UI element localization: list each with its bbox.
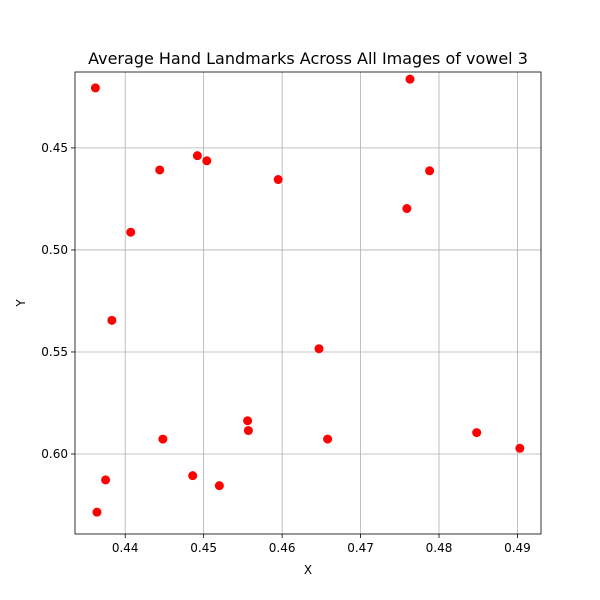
y-tick-label: 0.45	[41, 141, 68, 155]
data-point	[155, 165, 165, 175]
x-tick-label: 0.48	[426, 541, 453, 555]
data-point	[273, 175, 283, 185]
chart-title: Average Hand Landmarks Across All Images…	[88, 49, 528, 68]
x-tick-label: 0.47	[347, 541, 374, 555]
x-tick-label: 0.49	[504, 541, 531, 555]
data-point	[202, 156, 212, 166]
data-point	[405, 74, 415, 84]
data-point	[188, 471, 198, 481]
ticks-layer: 0.44 0.45 0.46 0.47 0.48 0.49 0.45 0.50 0.55 0.60	[41, 141, 531, 555]
data-point	[402, 204, 412, 214]
data-point	[243, 416, 253, 426]
data-point	[126, 227, 136, 237]
data-point	[158, 434, 168, 444]
data-point	[425, 166, 435, 176]
data-point	[515, 443, 525, 453]
data-point	[90, 83, 100, 93]
x-tick-label: 0.46	[269, 541, 296, 555]
axes-frame	[74, 71, 542, 535]
data-point	[314, 344, 324, 354]
y-axis-label: Y	[14, 299, 28, 308]
data-point	[214, 481, 224, 491]
data-point	[92, 507, 102, 517]
data-point	[323, 434, 333, 444]
data-point	[192, 151, 202, 161]
y-tick-label: 0.50	[41, 243, 68, 257]
x-tick-label: 0.44	[112, 541, 139, 555]
x-axis-label: X	[304, 563, 312, 577]
data-point	[107, 315, 117, 325]
data-point	[472, 428, 482, 438]
data-point	[101, 475, 111, 485]
x-tick-label: 0.45	[190, 541, 217, 555]
points-layer	[90, 74, 525, 517]
data-point	[243, 426, 253, 436]
y-tick-label: 0.60	[41, 447, 68, 461]
grid-layer	[75, 72, 541, 534]
y-tick-label: 0.55	[41, 345, 68, 359]
